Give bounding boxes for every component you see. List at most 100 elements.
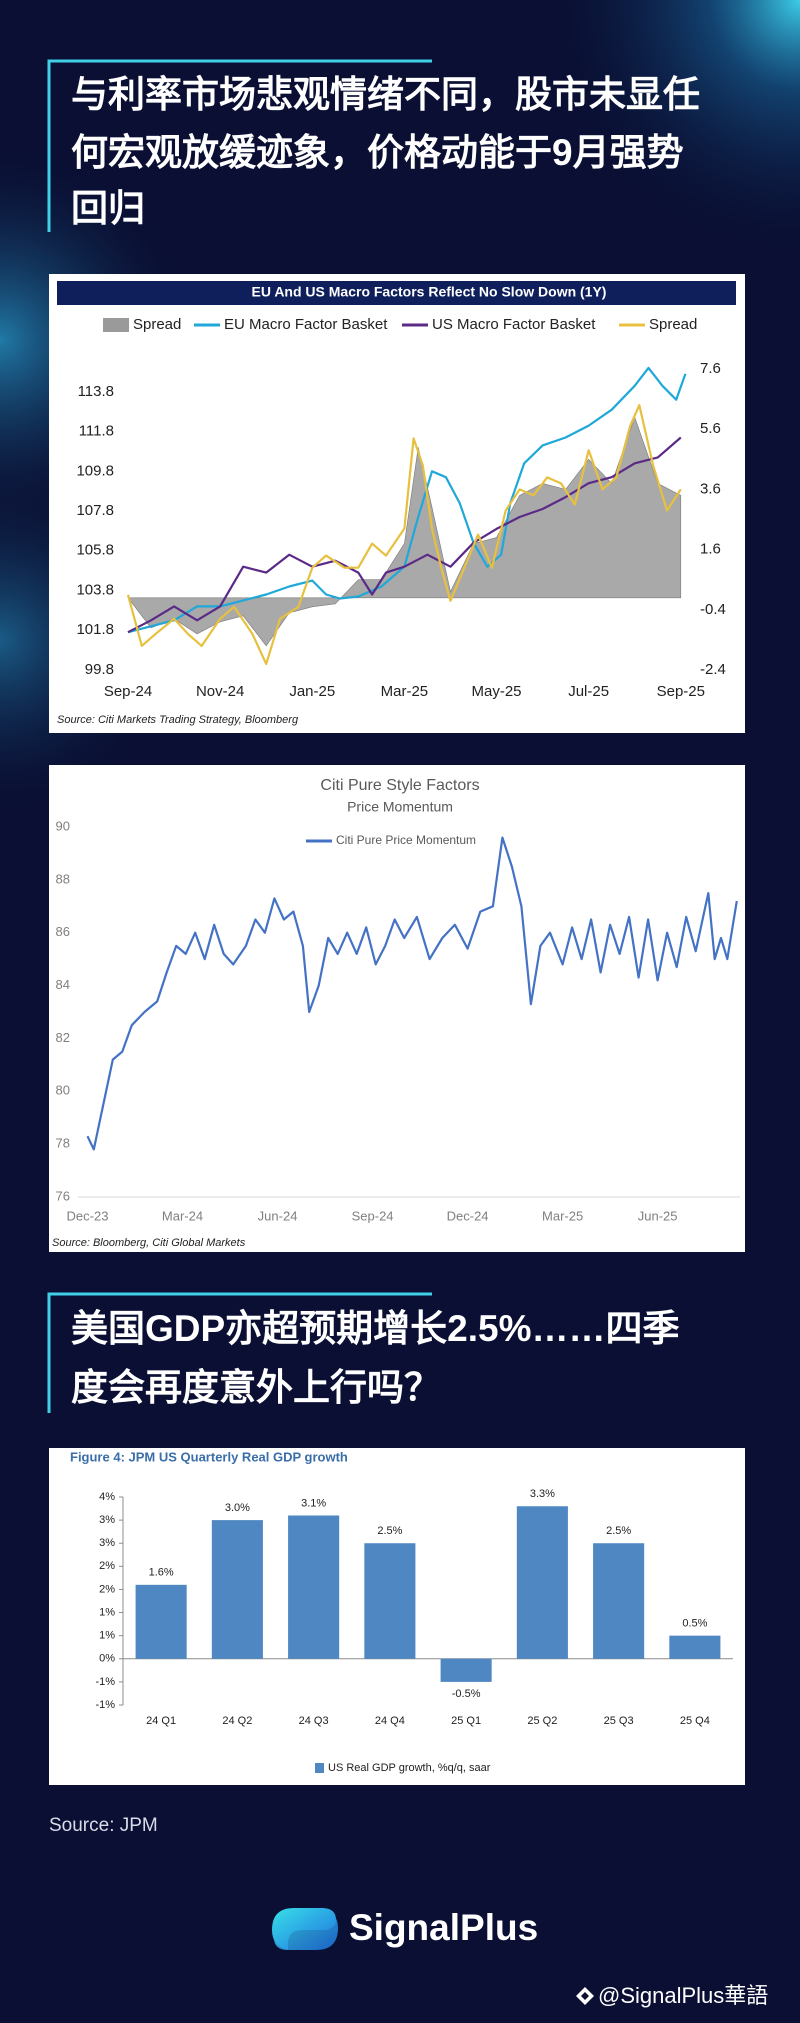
heading-line: 度会再度意外上行吗？ <box>71 1367 441 1408</box>
legend-swatch <box>315 1763 324 1773</box>
x-tick-label: Dec-23 <box>67 1208 109 1223</box>
y-tick-label: 101.8 <box>76 621 114 638</box>
bar <box>211 1520 263 1659</box>
bar-value-label: 3.0% <box>225 1502 250 1514</box>
y2-tick-label: -2.4 <box>700 661 726 678</box>
watermark: @SignalPlus華語 <box>576 1983 768 2008</box>
x-tick-label: Nov-24 <box>196 683 244 700</box>
y-tick-label: 1% <box>99 1606 115 1618</box>
heading-line: 回归 <box>71 188 145 229</box>
chart-title: Figure 4: JPM US Quarterly Real GDP grow… <box>70 1449 348 1464</box>
x-tick-label: Mar-24 <box>162 1208 203 1223</box>
legend-label: Spread <box>649 316 697 333</box>
y2-tick-label: 5.6 <box>700 420 721 437</box>
logo-icon <box>274 1908 338 1950</box>
y-tick-label: -1% <box>95 1676 115 1688</box>
y-tick-label: 78 <box>56 1136 70 1151</box>
y2-tick-label: 1.6 <box>700 541 721 558</box>
y2-tick-label: 3.6 <box>700 480 721 497</box>
y-tick-label: 2% <box>99 1560 115 1572</box>
y-tick-label: 107.8 <box>76 502 114 519</box>
heading-accent <box>47 59 432 232</box>
y-tick-label: 80 <box>56 1083 70 1098</box>
y2-tick-label: 7.6 <box>700 360 721 377</box>
chart-source: Source: Bloomberg, Citi Global Markets <box>52 1237 246 1249</box>
bar-value-label: 2.5% <box>377 1525 402 1537</box>
chart-source: Source: Citi Markets Trading Strategy, B… <box>57 714 299 726</box>
x-tick-label: 24 Q1 <box>146 1715 176 1727</box>
y-tick-label: -1% <box>95 1699 115 1711</box>
y-tick-label: 2% <box>99 1583 115 1595</box>
x-tick-label: Mar-25 <box>381 683 429 700</box>
chart-title: EU And US Macro Factors Reflect No Slow … <box>252 284 607 300</box>
x-tick-label: 25 Q4 <box>680 1715 710 1727</box>
heading-line: 与利率市场悲观情绪不同，股市未显任 <box>71 73 700 115</box>
x-tick-label: Sep-24 <box>352 1208 394 1223</box>
y-tick-label: 105.8 <box>76 542 114 559</box>
bar <box>593 1543 645 1659</box>
x-tick-label: Jul-25 <box>568 683 609 700</box>
bar-value-label: 3.1% <box>301 1497 326 1509</box>
legend-label: US Real GDP growth, %q/q, saar <box>328 1762 491 1774</box>
x-tick-label: Jun-24 <box>258 1208 298 1223</box>
bar <box>364 1543 416 1659</box>
x-tick-label: Mar-25 <box>542 1208 583 1223</box>
y2-tick-label: -0.4 <box>700 601 726 618</box>
bar <box>516 1506 568 1659</box>
bar <box>135 1584 187 1659</box>
legend-label: US Macro Factor Basket <box>432 316 596 333</box>
bar <box>669 1635 721 1659</box>
heading-accent <box>47 1292 432 1413</box>
x-tick-label: 24 Q2 <box>222 1715 252 1727</box>
x-tick-label: Jun-25 <box>638 1208 678 1223</box>
heading-line: 美国GDP亦超预期增长2.5%……四季 <box>71 1308 680 1349</box>
bar-value-label: 0.5% <box>682 1618 707 1630</box>
y-tick-label: 82 <box>56 1030 70 1045</box>
chart-panel <box>49 765 745 1252</box>
brand-name: SignalPlus <box>349 1907 538 1948</box>
y-tick-label: 1% <box>99 1630 115 1642</box>
x-tick-label: Dec-24 <box>447 1208 489 1223</box>
bar-value-label: 2.5% <box>606 1525 631 1537</box>
x-tick-label: May-25 <box>472 683 522 700</box>
x-tick-label: Jan-25 <box>289 683 335 700</box>
bar-value-label: 1.6% <box>149 1567 174 1579</box>
y-tick-label: 103.8 <box>76 581 114 598</box>
legend-label: Citi Pure Price Momentum <box>336 833 476 847</box>
y-tick-label: 109.8 <box>76 462 114 479</box>
chart-title: Citi Pure Style Factors <box>320 777 479 794</box>
series-line <box>127 366 687 634</box>
y-tick-label: 4% <box>99 1491 115 1503</box>
x-tick-label: Sep-24 <box>104 683 152 700</box>
chart-title-bar <box>57 281 736 305</box>
watermark-text: @SignalPlus華語 <box>598 1983 768 2008</box>
x-tick-label: 25 Q3 <box>604 1715 634 1727</box>
x-tick-label: 24 Q4 <box>375 1715 405 1727</box>
brand-logo: SignalPlus <box>272 1907 538 1950</box>
heading-line: 何宏观放缓迹象，价格动能于9月强势 <box>71 132 684 173</box>
y-tick-label: 3% <box>99 1537 115 1549</box>
series-line <box>126 404 682 666</box>
y-tick-label: 88 <box>56 871 70 886</box>
y-tick-label: 86 <box>56 924 70 939</box>
y-tick-label: 90 <box>56 818 70 833</box>
x-tick-label: 25 Q1 <box>451 1715 481 1727</box>
bar <box>288 1515 340 1659</box>
watermark-icon <box>576 1987 594 2005</box>
y-tick-label: 113.8 <box>78 383 114 400</box>
y-tick-label: 111.8 <box>79 423 114 440</box>
x-tick-label: 25 Q2 <box>527 1715 557 1727</box>
bar-value-label: -0.5% <box>452 1688 481 1700</box>
bar <box>440 1658 492 1682</box>
y-tick-label: 3% <box>99 1514 115 1526</box>
legend-swatch <box>103 318 129 332</box>
y-tick-label: 84 <box>56 977 70 992</box>
series-line <box>127 436 682 634</box>
series-line <box>86 836 738 1151</box>
legend-label: Spread <box>133 316 181 333</box>
y-tick-label: 99.8 <box>85 661 114 678</box>
legend-label: EU Macro Factor Basket <box>224 316 388 333</box>
chart-subtitle: Price Momentum <box>347 799 453 815</box>
